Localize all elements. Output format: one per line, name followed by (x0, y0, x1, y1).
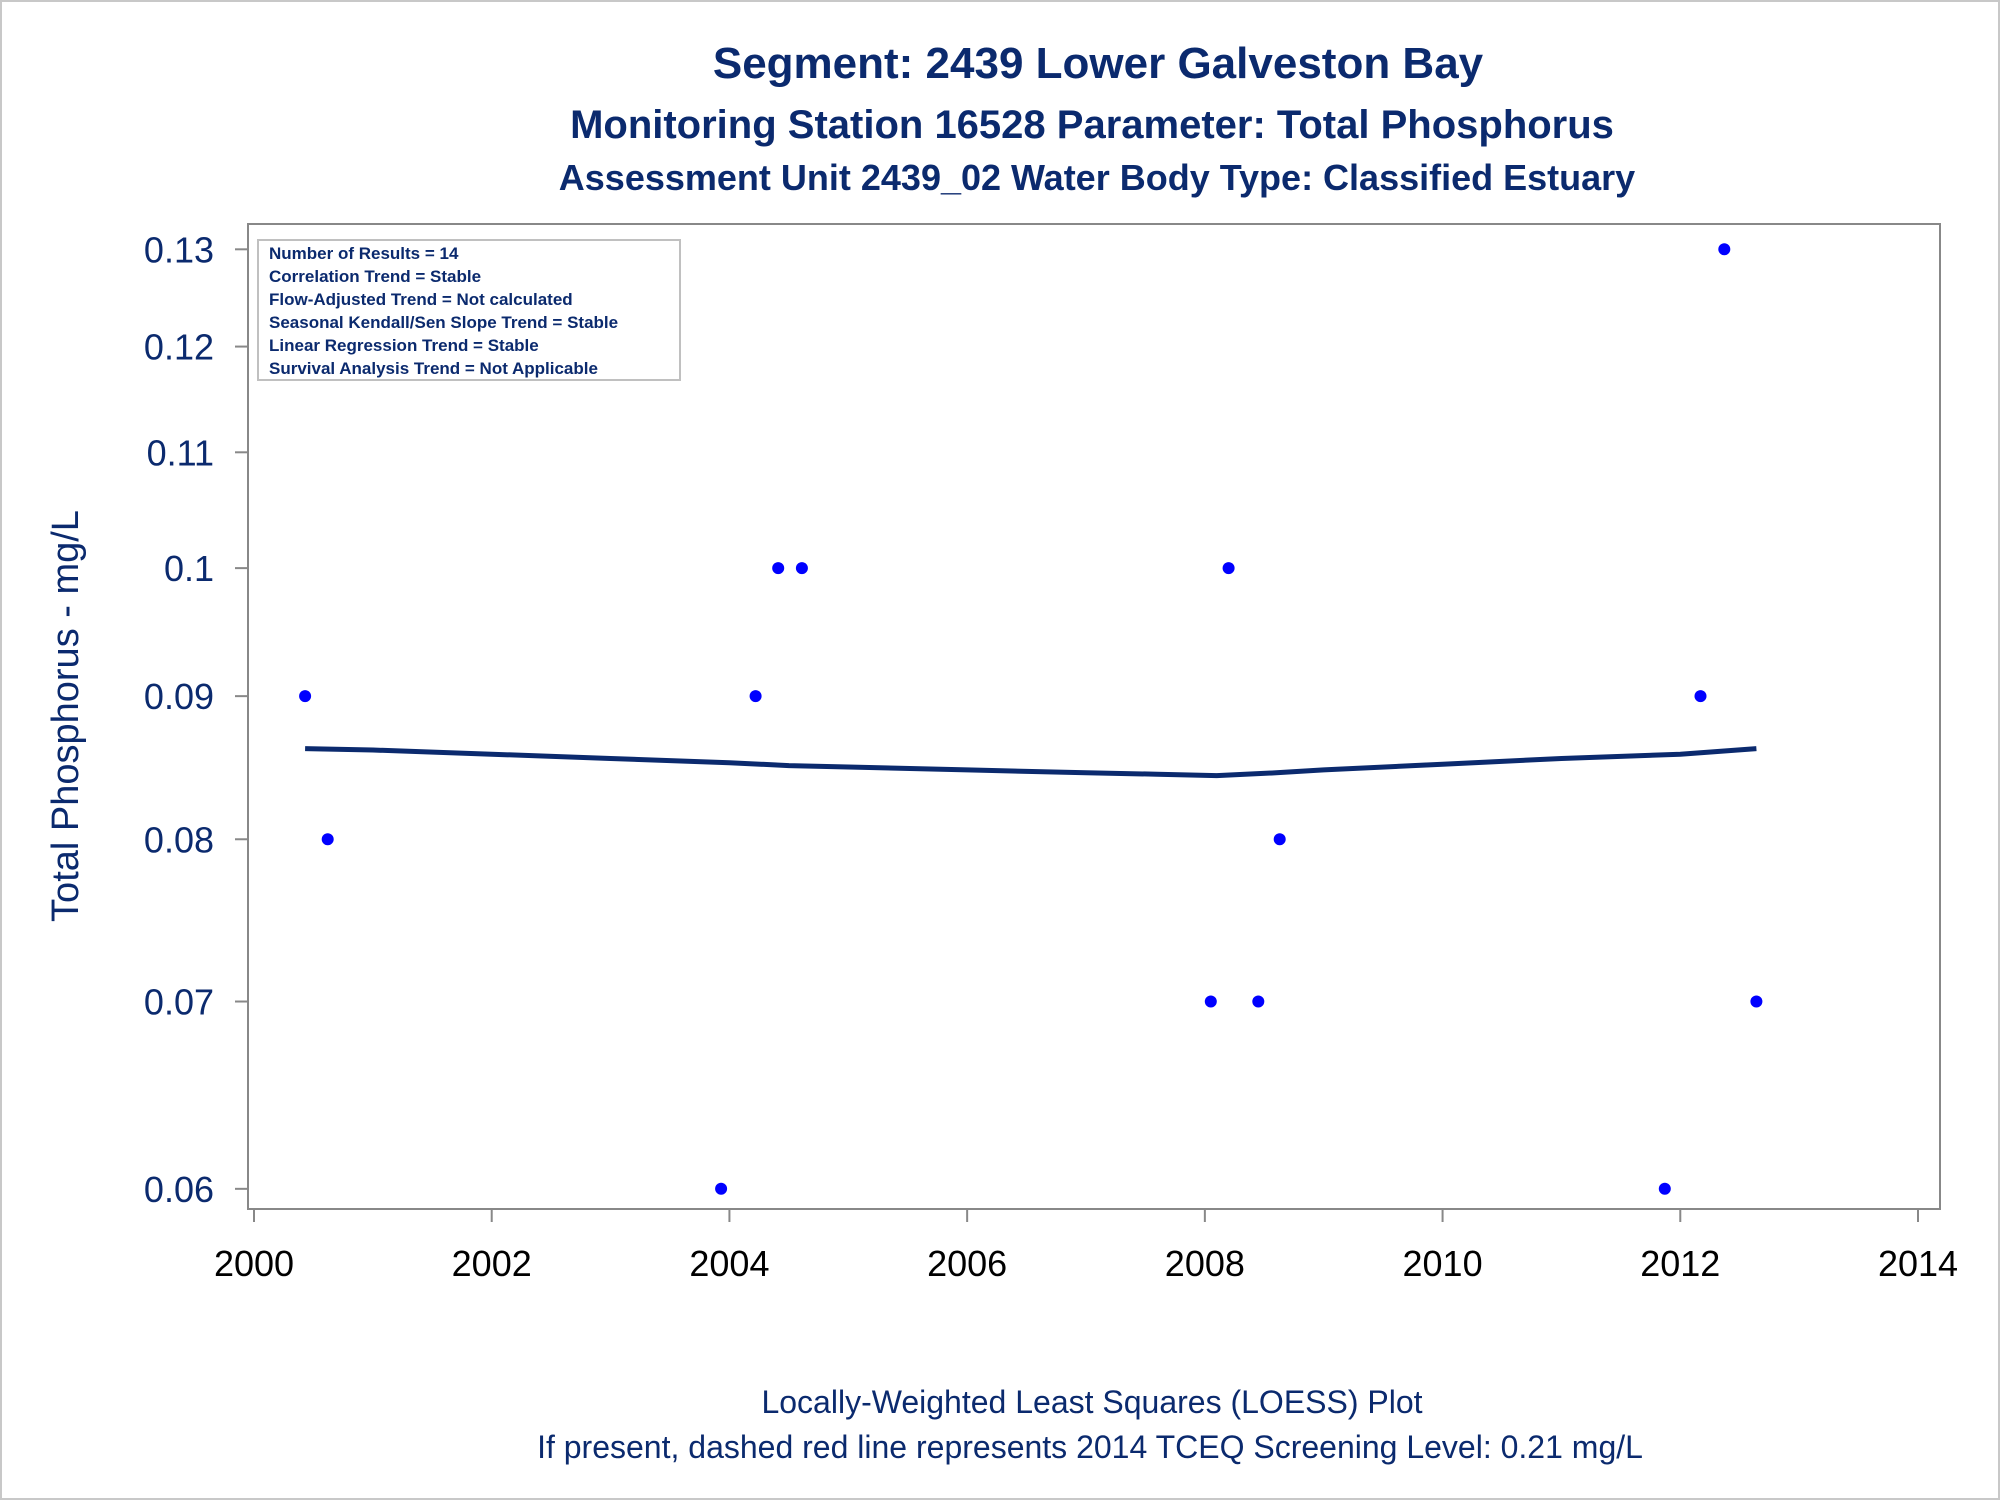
x-tick-label: 2002 (452, 1243, 532, 1284)
data-point (1273, 833, 1286, 846)
x-tick-label: 2014 (1878, 1243, 1958, 1284)
y-axis: 0.06 0.07 0.08 0.09 0.1 0.11 0.12 0.13 (144, 229, 248, 1210)
footnote-screening-level: If present, dashed red line represents 2… (537, 1429, 1643, 1465)
y-tick-label: 0.1 (164, 548, 214, 589)
y-tick-label: 0.09 (144, 676, 214, 717)
chart-title: Segment: 2439 Lower Galveston Bay (713, 39, 1484, 88)
y-tick-label: 0.08 (144, 819, 214, 860)
y-tick-label: 0.13 (144, 229, 214, 270)
stats-line-results: Number of Results = 14 (269, 244, 459, 263)
data-point (321, 833, 334, 846)
x-tick-label: 2000 (214, 1243, 294, 1284)
data-point (772, 562, 785, 575)
stats-line-linear-regression: Linear Regression Trend = Stable (269, 336, 539, 355)
y-axis-label: Total Phosphorus - mg/L (45, 510, 87, 922)
stats-line-survival-analysis: Survival Analysis Trend = Not Applicable (269, 359, 598, 378)
y-tick-label: 0.07 (144, 982, 214, 1023)
stats-box: Number of Results = 14 Correlation Trend… (257, 239, 681, 381)
chart-subtitle-station: Monitoring Station 16528 Parameter: Tota… (570, 103, 1614, 147)
data-point (1750, 995, 1763, 1008)
x-tick-label: 2006 (927, 1243, 1007, 1284)
data-point (1252, 995, 1265, 1008)
footnote-loess: Locally-Weighted Least Squares (LOESS) P… (761, 1384, 1422, 1420)
x-tick-label: 2010 (1403, 1243, 1483, 1284)
chart-subtitle-assessment: Assessment Unit 2439_02 Water Body Type:… (559, 157, 1635, 198)
data-point (715, 1182, 728, 1195)
data-point (1658, 1182, 1671, 1195)
x-axis: 2000 2002 2004 2006 2008 2010 2012 2014 (214, 1209, 1958, 1284)
y-tick-label: 0.11 (147, 432, 214, 473)
stats-box-border (257, 239, 681, 381)
data-point (1222, 562, 1235, 575)
data-point (1718, 243, 1731, 256)
loess-curve-layer (305, 746, 1757, 779)
plot-area (247, 223, 1941, 1210)
loess-curve (305, 746, 1757, 779)
x-tick-label: 2012 (1640, 1243, 1720, 1284)
y-tick-label: 0.06 (144, 1169, 214, 1210)
stats-line-flow-adjusted: Flow-Adjusted Trend = Not calculated (269, 290, 573, 309)
data-point (1694, 690, 1707, 703)
y-tick-label: 0.12 (144, 327, 214, 368)
data-point (749, 690, 762, 703)
data-point (795, 562, 808, 575)
data-point (299, 690, 312, 703)
x-tick-label: 2008 (1165, 1243, 1245, 1284)
stats-line-seasonal-kendall: Seasonal Kendall/Sen Slope Trend = Stabl… (269, 313, 618, 332)
stats-line-correlation: Correlation Trend = Stable (269, 267, 481, 286)
x-tick-label: 2004 (689, 1243, 769, 1284)
data-point (1204, 995, 1217, 1008)
data-points-layer (299, 243, 1763, 1195)
